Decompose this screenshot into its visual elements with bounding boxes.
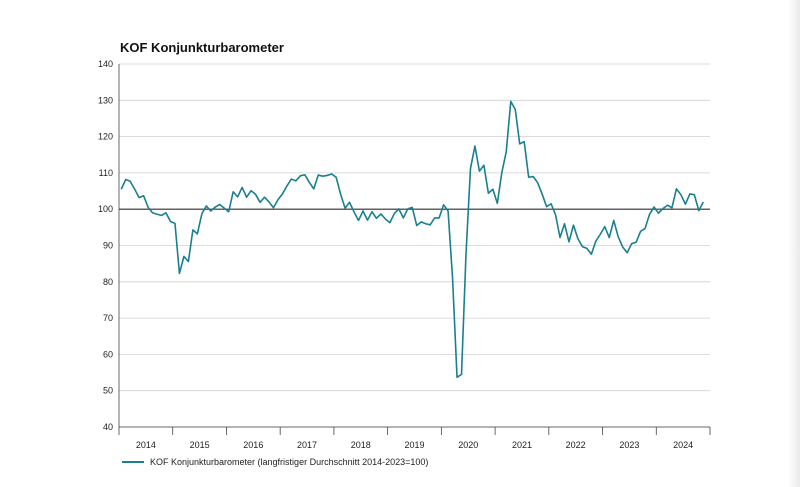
x-tick-label: 2022 (566, 440, 586, 450)
x-axis: 2014 2015 2016 2017 2018 2019 2020 2021 2022 2023… (118, 426, 711, 450)
legend-label: KOF Konjunkturbarometer (langfristiger D… (150, 457, 428, 467)
y-tick-label: 40 (103, 422, 113, 432)
x-tick-label: 2021 (512, 440, 532, 450)
y-tick-label: 90 (103, 241, 113, 251)
y-tick-label: 100 (98, 204, 113, 214)
y-tick-label: 110 (99, 168, 113, 178)
legend: KOF Konjunkturbarometer (langfristiger D… (122, 457, 428, 467)
gridlines (118, 63, 710, 428)
window-edge (788, 0, 800, 487)
series-line (120, 100, 704, 379)
x-tick-label: 2023 (619, 440, 639, 450)
y-tick-label: 60 (103, 349, 113, 359)
x-tick-label: 2015 (190, 440, 210, 450)
y-axis-ticks: 40 50 60 70 80 90 100 110 120 130 140 (98, 59, 113, 432)
y-tick-label: 120 (98, 132, 113, 142)
y-tick-label: 50 (103, 386, 113, 396)
x-tick-label: 2024 (673, 440, 693, 450)
x-tick-label: 2014 (136, 440, 156, 450)
y-tick-label: 140 (98, 59, 113, 69)
x-tick-label: 2019 (404, 440, 424, 450)
x-tick-label: 2017 (297, 440, 317, 450)
x-tick-label: 2016 (243, 440, 263, 450)
y-tick-label: 80 (103, 277, 113, 287)
y-tick-label: 130 (98, 95, 113, 105)
y-tick-label: 70 (103, 313, 113, 323)
x-tick-label: 2020 (458, 440, 478, 450)
x-tick-label: 2018 (351, 440, 371, 450)
chart-title: KOF Konjunkturbarometer (120, 40, 284, 55)
